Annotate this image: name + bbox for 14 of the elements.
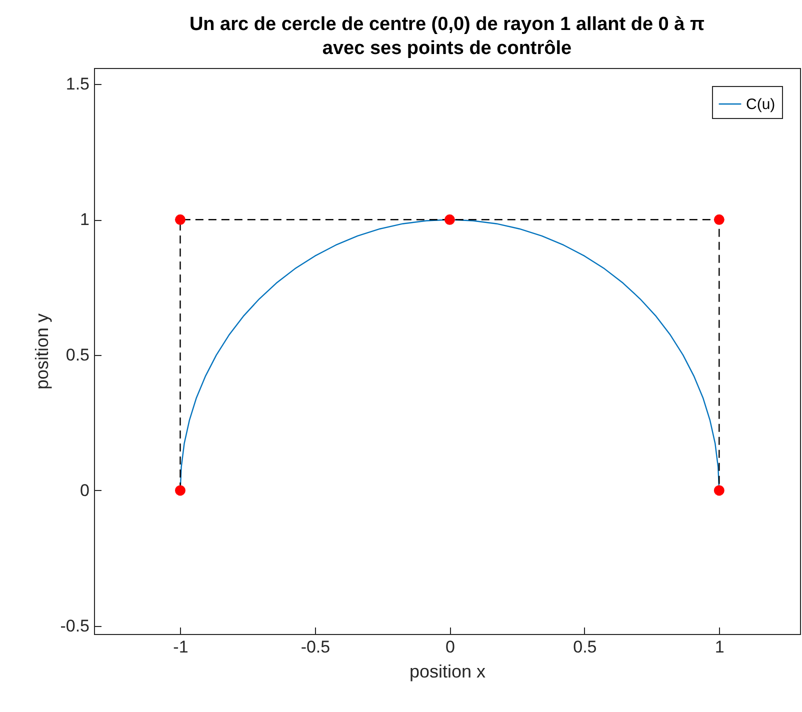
x-tick-label: 0.5	[573, 638, 597, 656]
y-tick-label: 0.5	[66, 346, 90, 365]
y-tick-label: 0	[80, 480, 90, 500]
y-tick-label: -0.5	[60, 616, 90, 636]
x-tick-label: -1	[173, 638, 188, 656]
y-tick-label: 1.5	[66, 74, 90, 94]
legend-label: C(u)	[746, 96, 776, 113]
x-axis-title: position x	[409, 662, 486, 682]
x-tick-label: 0	[445, 638, 455, 656]
x-tick-label: 1	[714, 638, 724, 656]
y-tick-label: 1	[80, 210, 90, 230]
x-tick-label: -0.5	[300, 638, 330, 656]
chart-title: Un arc de cercle de centre (0,0) de rayon 1 allant de 0 à π avec ses points de contrôle	[189, 14, 705, 59]
y-axis-title: position y	[32, 313, 52, 390]
